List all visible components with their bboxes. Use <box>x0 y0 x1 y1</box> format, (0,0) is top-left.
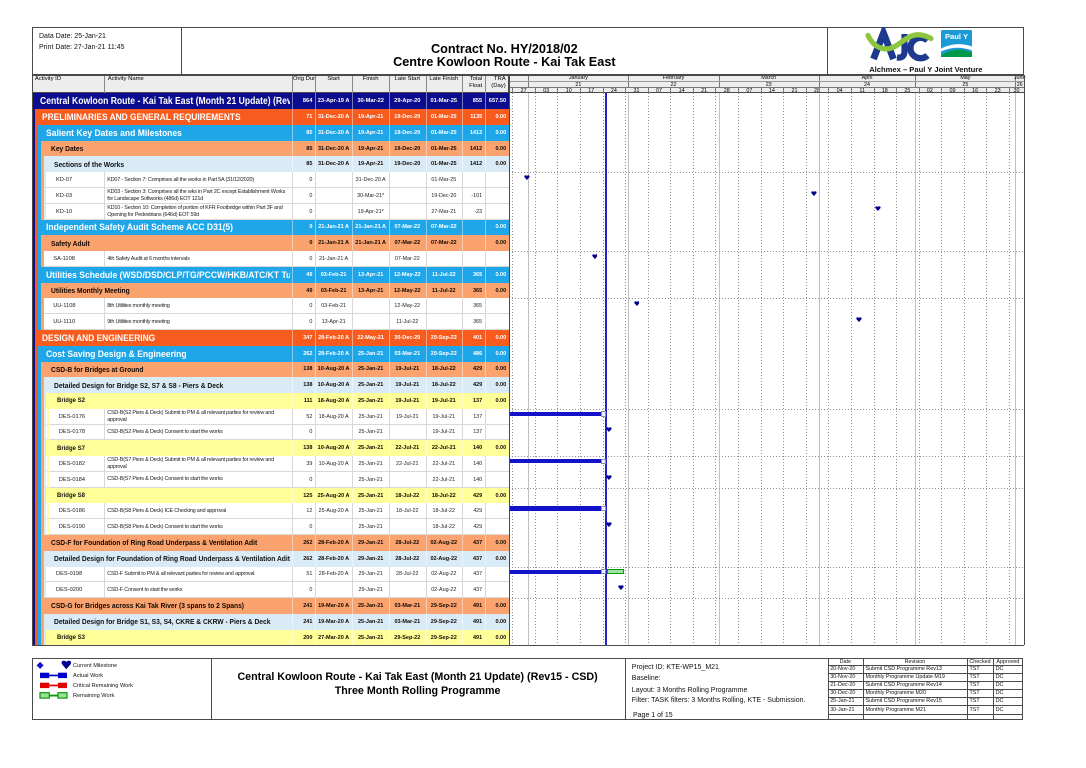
svg-text:Paul Y: Paul Y <box>945 32 968 41</box>
